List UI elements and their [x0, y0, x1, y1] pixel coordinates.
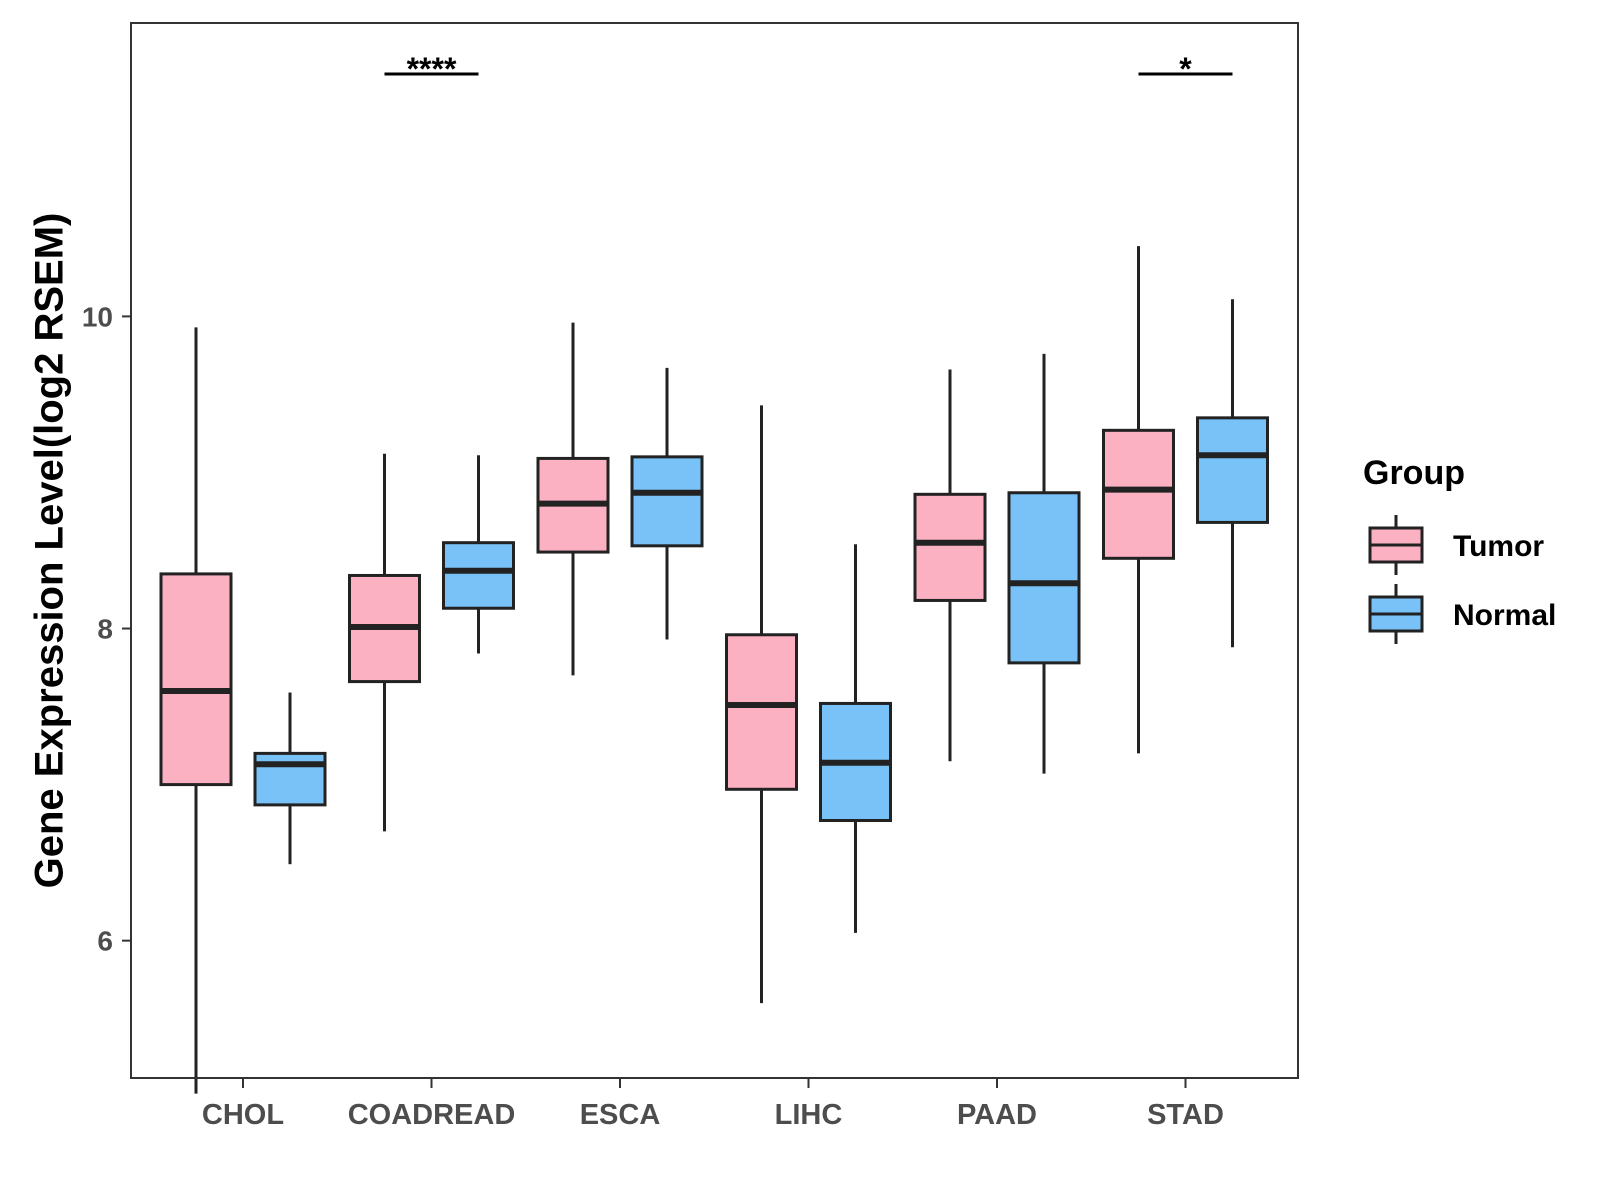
significance-stad: *	[1138, 51, 1233, 87]
box-iqr	[253, 751, 327, 807]
legend-label: Normal	[1453, 599, 1556, 632]
legend-title: Group	[1363, 454, 1465, 492]
box-tumor-stad	[1102, 246, 1175, 754]
x-tick-label: COADREAD	[348, 1099, 516, 1131]
significance-label: ****	[407, 51, 457, 87]
plot-panel-border	[130, 22, 1299, 1079]
x-tick-label: LIHC	[775, 1099, 843, 1131]
box-iqr	[1196, 416, 1269, 524]
y-tick-label: 6	[97, 926, 113, 957]
box-iqr	[630, 455, 704, 548]
significance-coadread: ****	[384, 51, 479, 87]
x-axis: CHOL COADREAD ESCA LIHC PAAD STAD	[202, 1078, 1224, 1131]
legend-item-tumor: Tumor	[1368, 515, 1544, 575]
box-iqr	[725, 633, 798, 791]
box-normal-esca	[630, 367, 704, 640]
box-normal-paad	[1007, 353, 1081, 774]
x-tick-label: STAD	[1147, 1099, 1224, 1131]
box-iqr	[442, 541, 515, 610]
y-axis: 6 8 10	[82, 301, 131, 957]
box-iqr	[1007, 491, 1081, 665]
box-iqr	[1102, 428, 1175, 560]
x-tick-label: PAAD	[957, 1099, 1037, 1131]
legend-item-normal: Normal	[1368, 584, 1556, 644]
box-normal-lihc	[819, 544, 892, 933]
boxes-layer	[159, 246, 1269, 1094]
significance-layer: **** *	[384, 51, 1233, 87]
y-tick-label: 10	[82, 301, 113, 332]
legend-label: Tumor	[1453, 530, 1544, 563]
box-tumor-lihc	[725, 405, 798, 1004]
x-tick-label: ESCA	[580, 1099, 661, 1131]
y-tick-label: 8	[97, 614, 113, 645]
box-tumor-esca	[536, 322, 610, 676]
box-iqr	[159, 572, 233, 787]
y-axis-title: Gene Expression Level(log2 RSEM)	[28, 213, 72, 889]
box-normal-chol	[253, 692, 327, 865]
box-iqr	[913, 492, 987, 602]
box-tumor-coadread	[348, 453, 421, 832]
x-tick-label: CHOL	[202, 1099, 284, 1131]
box-tumor-paad	[913, 369, 987, 762]
significance-label: *	[1179, 51, 1192, 87]
box-tumor-chol	[159, 327, 233, 1094]
legend: Group Tumor Normal	[1363, 454, 1556, 644]
box-normal-stad	[1196, 299, 1269, 648]
box-normal-coadread	[442, 455, 515, 654]
